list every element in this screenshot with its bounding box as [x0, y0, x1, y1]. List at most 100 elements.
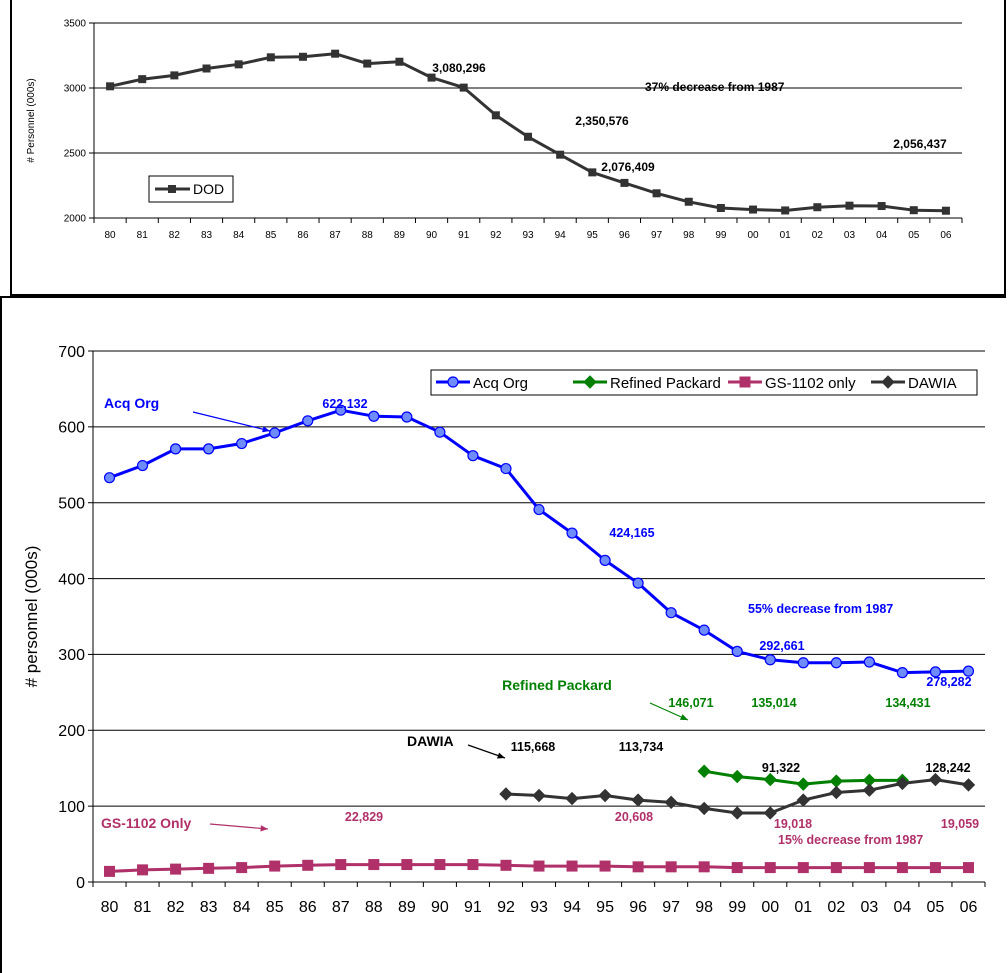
x-tick-label: 94 [563, 899, 581, 916]
data-label: 2,350,576 [575, 114, 629, 128]
data-point [401, 859, 413, 871]
series-line [108, 408, 969, 675]
y-axis-label: # Personnel (000s) [26, 78, 37, 163]
y-tick-label: 200 [58, 723, 85, 740]
annotation-arrow [467, 744, 506, 759]
x-tick-label: 89 [394, 230, 406, 241]
legend-label: Refined Packard [610, 375, 721, 392]
data-point [499, 787, 513, 801]
data-point [764, 862, 776, 874]
data-point [896, 667, 909, 679]
x-tick-label: 03 [844, 230, 856, 241]
data-point [106, 82, 115, 91]
y-tick-label: 600 [58, 420, 85, 437]
legend-label: GS-1102 only [765, 375, 856, 392]
data-point [731, 645, 743, 657]
data-point [830, 657, 842, 669]
data-point [929, 666, 942, 678]
arrow-head [260, 825, 268, 832]
x-tick-label: 83 [200, 899, 218, 916]
data-point [620, 178, 629, 187]
y-tick-label: 700 [58, 344, 85, 361]
data-point [941, 206, 950, 215]
data-point [566, 527, 578, 539]
data-point [895, 776, 910, 791]
y-tick-label: 400 [58, 571, 85, 588]
x-tick-label: 86 [299, 899, 317, 916]
x-tick-label: 06 [960, 899, 978, 916]
data-point [763, 772, 777, 787]
data-point [665, 861, 677, 873]
series-line [109, 52, 946, 213]
x-tick-label: 99 [715, 230, 727, 241]
y-axis-label: # personnel (000s) [22, 546, 41, 688]
data-point [335, 859, 347, 871]
y-tick-label: 3500 [64, 19, 87, 30]
data-point [813, 203, 822, 212]
data-label: 3,080,296 [432, 61, 486, 75]
data-point [269, 860, 281, 872]
data-point [631, 793, 645, 807]
x-tick-label: 02 [827, 899, 845, 916]
data-point [234, 60, 243, 69]
data-point [434, 426, 446, 438]
x-tick-label: 99 [728, 899, 746, 916]
data-point [796, 777, 811, 791]
data-point [170, 863, 182, 875]
x-tick-label: 84 [233, 230, 245, 241]
data-point [763, 806, 777, 820]
data-point [269, 427, 281, 439]
x-tick-label: 04 [876, 230, 888, 241]
data-label: 146,071 [668, 696, 713, 710]
x-tick-label: 90 [431, 899, 449, 916]
data-label: 55% decrease from 1987 [748, 602, 893, 616]
x-tick-label: 04 [894, 899, 912, 916]
x-tick-label: 93 [530, 899, 548, 916]
data-label: 278,282 [926, 675, 971, 689]
data-point [532, 788, 546, 803]
data-label: 424,165 [609, 526, 654, 540]
data-label: DAWIA [407, 733, 454, 749]
data-point [684, 197, 693, 206]
series-dod [106, 49, 950, 215]
y-tick-label: 500 [58, 495, 85, 512]
x-tick-label: 85 [265, 230, 277, 241]
y-tick-label: 2000 [64, 214, 87, 225]
x-tick-label: 81 [134, 899, 152, 916]
data-point [698, 624, 710, 636]
legend-label: Acq Org [473, 375, 528, 392]
data-label: GS-1102 Only [101, 815, 191, 831]
data-point [749, 205, 758, 214]
legend-box [430, 369, 978, 396]
data-label: 19,059 [941, 817, 979, 831]
data-label: 134,431 [885, 696, 930, 710]
data-point [491, 111, 500, 120]
data-point [203, 862, 215, 874]
x-tick-label: 89 [398, 899, 416, 916]
arrow-line [209, 823, 269, 830]
data-point [896, 862, 908, 874]
legend-marker [583, 375, 597, 389]
data-point [459, 83, 468, 92]
data-point [266, 53, 275, 62]
data-point [730, 806, 744, 820]
data-point [524, 132, 532, 141]
x-tick-label: 02 [812, 230, 824, 241]
y-tick-label: 2500 [64, 149, 87, 160]
x-tick-label: 01 [794, 899, 812, 916]
data-point [368, 859, 380, 871]
data-point [169, 443, 182, 455]
data-label: 2,056,437 [893, 137, 947, 151]
x-tick-label: 90 [426, 230, 438, 241]
data-point [395, 57, 404, 66]
x-tick-label: 91 [458, 230, 470, 241]
data-point [862, 783, 877, 797]
legend-marker [881, 375, 895, 389]
data-point [331, 49, 340, 58]
data-point [136, 459, 149, 472]
data-point [298, 52, 307, 61]
x-tick-label: 97 [662, 899, 680, 916]
data-label: Acq Org [104, 395, 159, 411]
